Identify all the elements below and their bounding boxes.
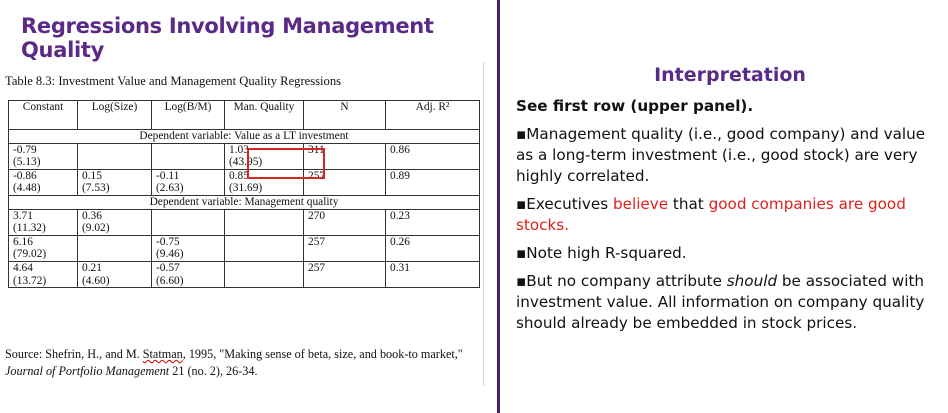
- table-cell: -0.57 (6.60): [151, 260, 225, 289]
- bullet-efficiency-lead: ▪But no company attribute: [516, 272, 727, 290]
- header-man-quality: Man. Quality: [224, 100, 304, 130]
- table-caption: Table 8.3: Investment Value and Manageme…: [5, 74, 342, 88]
- table-cell: 0.89: [385, 168, 480, 196]
- interpretation-panel: See first row (upper panel). ▪Management…: [516, 96, 944, 341]
- table-header-row: Constant Log(Size) Log(B/M) Man. Quality…: [8, 100, 480, 130]
- source-author: Statman: [142, 347, 183, 361]
- regression-table-figure: Table 8.3: Investment Value and Manageme…: [5, 62, 484, 386]
- table-cell: 3.71 (11.32): [8, 208, 78, 236]
- bullet-executives-lead: ▪Executives: [516, 195, 613, 213]
- header-adj-r2: Adj. R²: [385, 100, 480, 130]
- table-cell: [224, 260, 304, 289]
- table-row: 4.64 (13.72) 0.21 (4.60) -0.57 (6.60) 257 0.…: [8, 260, 480, 289]
- table-cell: 0.23: [385, 208, 480, 236]
- header-log-bm: Log(B/M): [151, 100, 225, 130]
- table-cell: 0.36 (9.02): [77, 208, 152, 236]
- source-citation: 21 (no. 2), 26-34.: [169, 363, 258, 378]
- bullet-correlation: ▪Management quality (i.e., good company)…: [516, 125, 926, 185]
- highlight-box: [247, 148, 325, 179]
- table-cell: -0.86 (4.48): [8, 168, 78, 196]
- table-cell: 0.21 (4.60): [77, 260, 152, 289]
- good-stocks-emphasis: good companies are good stocks.: [516, 195, 906, 234]
- bullet-efficiency: ▪But no company attribute should be asso…: [516, 271, 944, 334]
- should-emphasis: should: [726, 272, 778, 290]
- table-cell: [77, 142, 152, 170]
- header-constant: Constant: [8, 100, 78, 130]
- interpretation-title: Interpretation: [654, 64, 806, 86]
- table-cell: 270: [303, 208, 386, 236]
- table-cell: 311: [303, 142, 386, 170]
- table-row: 3.71 (11.32) 0.36 (9.02) 270 0.23: [8, 208, 480, 236]
- table-cell: 4.64 (13.72): [8, 260, 78, 289]
- table-cell: -0.11 (2.63): [151, 168, 225, 196]
- table-row: -0.86 (4.48) 0.15 (7.53) -0.11 (2.63) 0.85 …: [8, 168, 480, 196]
- bullet-executives-mid: that: [668, 195, 709, 213]
- source-journal: Journal of Portfolio Management: [5, 363, 170, 378]
- panel2-label-row: Dependent variable: Management quality: [8, 194, 480, 210]
- table-cell: [77, 234, 152, 262]
- table-cell: -0.79 (5.13): [8, 142, 78, 170]
- table-cell: [224, 234, 304, 262]
- source-text: Source: Shefrin, H., and M.: [5, 347, 143, 361]
- panel-label: Dependent variable: Value as a LT invest…: [8, 129, 480, 144]
- table-source: Source: Shefrin, H., and M. Statman, 199…: [5, 346, 483, 379]
- table-cell: 257: [303, 260, 386, 289]
- bullet-r-squared: ▪Note high R-squared.: [516, 244, 687, 262]
- slide-title: Regressions Involving Management Quality: [21, 14, 434, 62]
- regression-table: Constant Log(Size) Log(B/M) Man. Quality…: [8, 100, 480, 289]
- table-row: 6.16 (79.02) -0.75 (9.46) 257 0.26: [8, 234, 480, 262]
- panel-label: Dependent variable: Management quality: [8, 194, 480, 210]
- table-cell: [224, 208, 304, 236]
- table-cell: 0.15 (7.53): [77, 168, 152, 196]
- interpretation-heading: See first row (upper panel).: [516, 97, 754, 115]
- bullet-efficiency-rest: be associated with investment value. All…: [516, 272, 925, 332]
- table-cell: [151, 142, 225, 170]
- table-cell: 6.16 (79.02): [8, 234, 78, 262]
- header-n: N: [303, 100, 386, 130]
- table-cell: 0.26: [385, 234, 480, 262]
- table-cell: 257: [303, 234, 386, 262]
- table-cell: 0.85 (31.69): [224, 168, 304, 196]
- table-cell: [151, 208, 225, 236]
- believe-emphasis: believe: [612, 195, 669, 213]
- table-cell: -0.75 (9.46): [151, 234, 225, 262]
- table-cell: 0.31: [385, 260, 480, 289]
- table-cell: 0.86: [385, 142, 480, 170]
- panel1-label-row: Dependent variable: Value as a LT invest…: [8, 129, 480, 144]
- header-log-size: Log(Size): [77, 100, 152, 130]
- vertical-divider: [497, 0, 500, 413]
- bullet-executives: ▪Executives believe that good companies …: [516, 194, 944, 236]
- table-row: -0.79 (5.13) 1.03 (43.95) 311 0.86: [8, 142, 480, 170]
- table-cell: 1.03 (43.95): [224, 142, 304, 170]
- source-title: , 1995, "Making sense of beta, size, and…: [182, 347, 463, 361]
